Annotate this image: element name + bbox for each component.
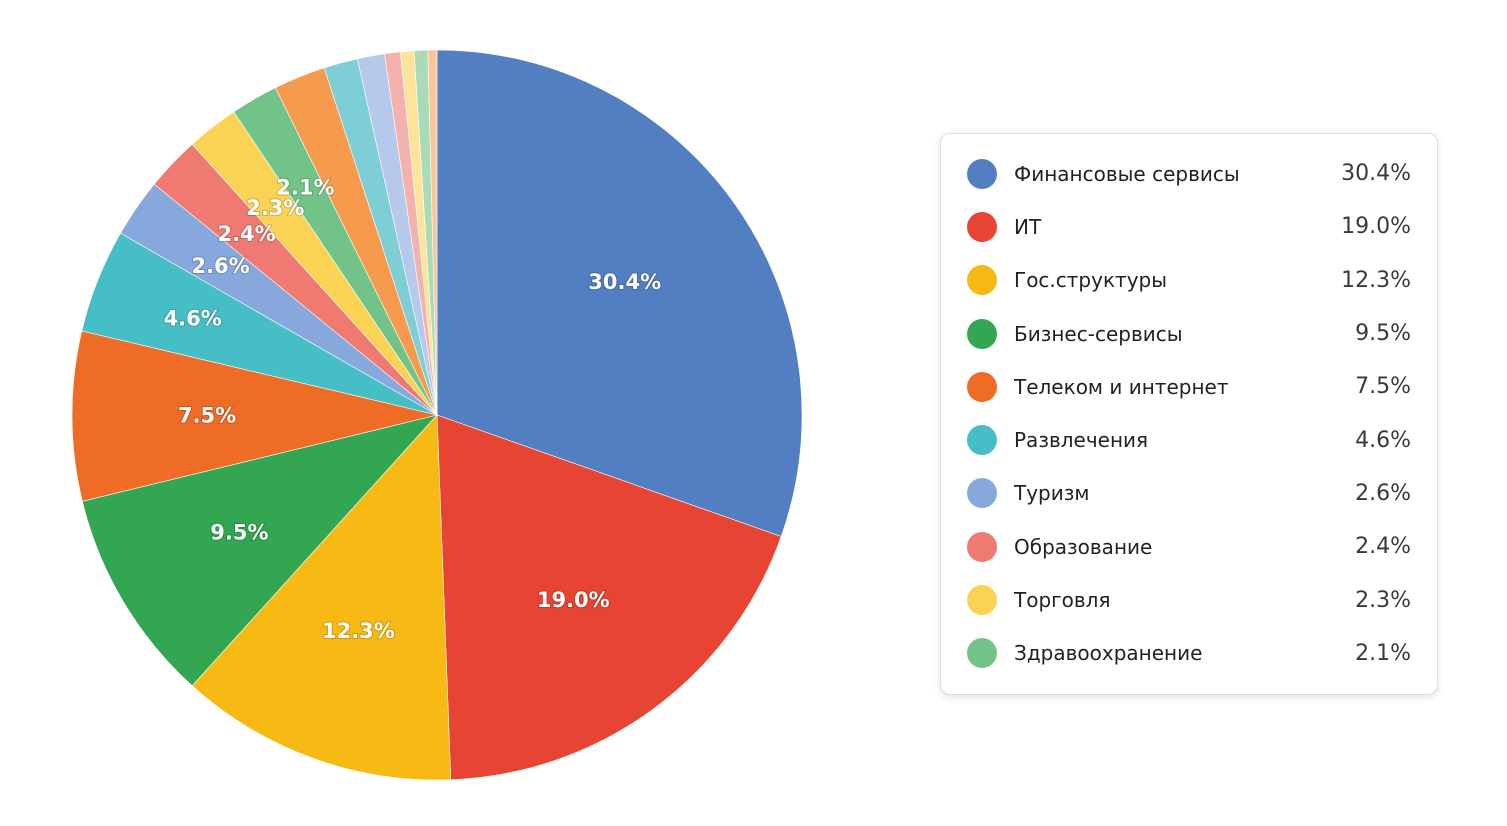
legend-item: Финансовые сервисы 30.4% [941,147,1437,200]
legend-swatch [967,478,997,509]
pie-slice-label-5: 7.5% [178,404,236,428]
legend-label: Бизнес-сервисы [1014,321,1183,346]
pie-slice-label-8: 2.4% [217,222,275,246]
legend-item: Торговля 2.3% [941,573,1437,626]
pie-slice-label-10: 2.1% [276,176,334,200]
pie-slice-label-6: 4.6% [164,306,222,330]
legend-value: 30.4% [1341,161,1411,187]
pie-slice-label-3: 12.3% [322,619,395,643]
pie-slice-label-4: 9.5% [210,521,268,545]
legend-value: 19.0% [1341,214,1411,240]
legend-label: Развлечения [1014,428,1149,453]
legend-label: ИТ [1014,214,1042,239]
legend-value: 7.5% [1355,374,1411,400]
legend-item: Развлечения 4.6% [941,413,1437,466]
pie-slice-label-2: 19.0% [537,588,610,612]
legend-value: 4.6% [1355,427,1411,453]
pie-chart: 30.4% 19.0% 12.3% 9.5% 7.5% 4.6% 2.6% 2.4%2.3%2… [71,49,803,781]
legend-value: 2.6% [1355,480,1411,506]
legend-value: 12.3% [1341,267,1411,293]
legend-label: Образование [1014,534,1153,559]
legend-value: 2.3% [1355,587,1411,613]
legend-label: Финансовые сервисы [1014,161,1240,186]
pie-slice-2 [436,414,782,781]
legend-item: Телеком и интернет 7.5% [941,360,1437,413]
legend-item: Образование 2.4% [941,520,1437,573]
legend-label: Здравоохранение [1014,641,1203,666]
pie-slice-3 [191,414,452,781]
legend-item: Туризм 2.6% [941,467,1437,520]
chart-legend: Финансовые сервисы 30.4% ИТ 19.0% Гос.структ… [940,133,1438,695]
pie-slice-label-1: 30.4% [588,270,661,294]
legend-item: Бизнес-сервисы 9.5% [941,307,1437,360]
pie-slice-label-7: 2.6% [191,254,249,278]
pie-slice-label-9: 2.3% [246,196,304,220]
pie-slice-1 [436,49,803,537]
legend-swatch [967,265,997,296]
pie-slices [71,49,803,781]
legend-swatch [967,585,997,616]
legend-item: Гос.структуры 12.3% [941,254,1437,307]
legend-swatch [967,211,997,242]
legend-value: 2.4% [1355,534,1411,560]
legend-label: Телеком и интернет [1014,374,1229,399]
legend-swatch [967,531,997,562]
pie-slice-4 [81,414,438,687]
pie-slice-labels: 30.4% 19.0% 12.3% 9.5% 7.5% 4.6% 2.6% 2.4%2.3%2… [163,175,663,645]
legend-item: ИТ 19.0% [941,200,1437,253]
legend-swatch [967,158,997,189]
legend-label: Гос.структуры [1014,268,1168,293]
legend-label: Туризм [1014,481,1090,506]
pie-slice-5 [71,330,438,502]
pie-slice-17 [427,49,438,416]
legend-label: Торговля [1014,588,1111,613]
legend-swatch [967,371,997,402]
legend-value: 2.1% [1355,640,1411,666]
legend-item: Здравоохранение 2.1% [941,627,1437,680]
legend-swatch [967,425,997,456]
legend-swatch [967,318,997,349]
legend-swatch [967,638,997,669]
legend-value: 9.5% [1355,321,1411,347]
